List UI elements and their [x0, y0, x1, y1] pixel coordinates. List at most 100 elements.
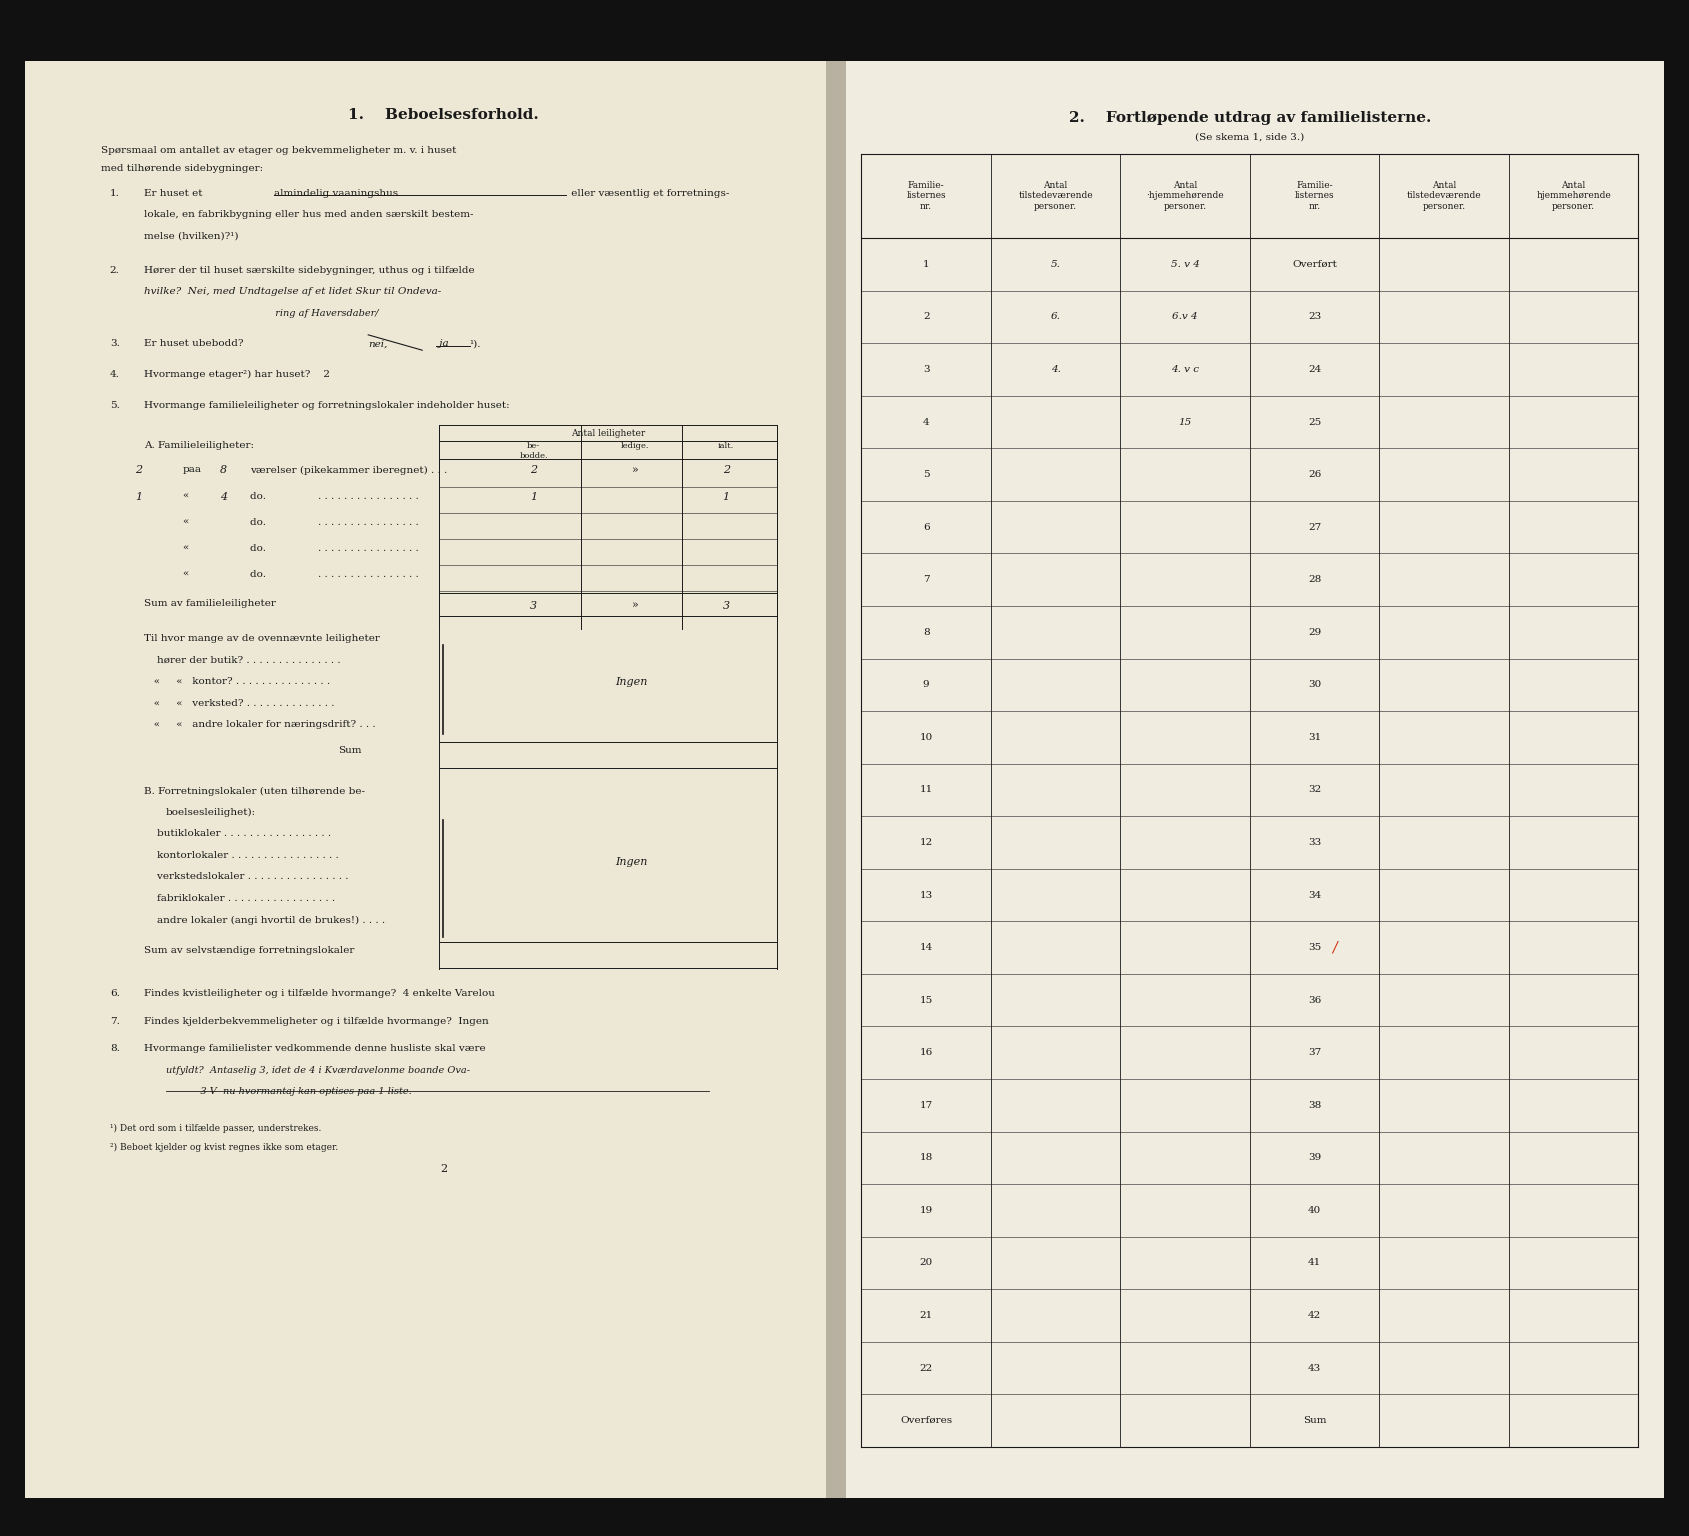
Text: 27: 27 [1307, 522, 1321, 531]
Text: Antal
·hjemmehørende
personer.: Antal ·hjemmehørende personer. [1147, 181, 1225, 210]
Text: kontorlokaler . . . . . . . . . . . . . . . . .: kontorlokaler . . . . . . . . . . . . . … [144, 851, 338, 860]
Text: Hvormange familieleiligheter og forretningslokaler indeholder huset:: Hvormange familieleiligheter og forretni… [144, 401, 508, 410]
Text: butiklokaler . . . . . . . . . . . . . . . . .: butiklokaler . . . . . . . . . . . . . .… [144, 829, 331, 839]
Text: Spørsmaal om antallet av etager og bekvemmeligheter m. v. i huset: Spørsmaal om antallet av etager og bekve… [101, 146, 456, 155]
Text: 2.    Fortløpende utdrag av familielisterne.: 2. Fortløpende utdrag av familielisterne… [1069, 111, 1431, 124]
Text: 2: 2 [723, 465, 730, 476]
Text: Antal leiligheter: Antal leiligheter [571, 429, 645, 438]
Text: 30: 30 [1307, 680, 1321, 690]
Text: ledige.: ledige. [622, 442, 649, 450]
Text: 37: 37 [1307, 1048, 1321, 1057]
Text: 18: 18 [919, 1154, 932, 1163]
Text: 6.: 6. [1051, 312, 1061, 321]
Text: 38: 38 [1307, 1101, 1321, 1111]
Text: 10: 10 [919, 733, 932, 742]
Text: 9: 9 [922, 680, 929, 690]
Text: 3.: 3. [110, 339, 120, 349]
Text: 39: 39 [1307, 1154, 1321, 1163]
Text: Er huset ubebodd?: Er huset ubebodd? [144, 339, 250, 349]
Text: 13: 13 [919, 891, 932, 900]
Text: lokale, en fabrikbygning eller hus med anden særskilt bestem-: lokale, en fabrikbygning eller hus med a… [144, 210, 473, 220]
Text: 3: 3 [530, 601, 537, 611]
Text: 29: 29 [1307, 628, 1321, 637]
Text: 2: 2 [530, 465, 537, 476]
Text: Antal
tilstedeværende
personer.: Antal tilstedeværende personer. [1018, 181, 1093, 210]
Text: værelser (pikekammer iberegnet) . . .: værelser (pikekammer iberegnet) . . . [250, 465, 448, 475]
Text: hvilke?  Nei, med Undtagelse af et lidet Skur til Ondeva-: hvilke? Nei, med Undtagelse af et lidet … [144, 287, 441, 296]
Text: »: » [632, 601, 638, 611]
Text: boelsesleilighet):: boelsesleilighet): [166, 808, 255, 817]
Text: 2: 2 [135, 465, 142, 476]
Text: 7.: 7. [110, 1017, 120, 1026]
Text: ialt.: ialt. [718, 442, 735, 450]
Text: 1.: 1. [110, 189, 120, 198]
Text: (Se skema 1, side 3.): (Se skema 1, side 3.) [1196, 132, 1304, 141]
Text: 5.: 5. [1051, 260, 1061, 269]
Text: 2.: 2. [110, 266, 120, 275]
Text: 5. v 4: 5. v 4 [1170, 260, 1199, 269]
Text: ring af Haversdaber/: ring af Haversdaber/ [144, 309, 378, 318]
Text: Antal
hjemmehørende
personer.: Antal hjemmehørende personer. [1537, 181, 1611, 210]
Text: 23: 23 [1307, 312, 1321, 321]
Text: utfyldt?  Antaselig 3, idet de 4 i Kværdavelonme boande Ova-: utfyldt? Antaselig 3, idet de 4 i Kværda… [166, 1066, 470, 1075]
Text: Findes kvistleiligheter og i tilfælde hvormange?  4 enkelte Varelou: Findes kvistleiligheter og i tilfælde hv… [144, 989, 495, 998]
Text: Sum: Sum [1302, 1416, 1326, 1425]
Text: 3: 3 [723, 601, 730, 611]
Text: 4.: 4. [1051, 366, 1061, 373]
Text: «     «   verksted? . . . . . . . . . . . . . .: « « verksted? . . . . . . . . . . . . . … [144, 699, 334, 708]
Text: 31: 31 [1307, 733, 1321, 742]
Text: 6: 6 [922, 522, 929, 531]
Text: 34: 34 [1307, 891, 1321, 900]
Text: ¹).: ¹). [470, 339, 481, 349]
Text: /: / [1331, 940, 1336, 954]
Text: paa: paa [182, 465, 201, 475]
Text: ²) Beboet kjelder og kvist regnes ikke som etager.: ²) Beboet kjelder og kvist regnes ikke s… [110, 1143, 338, 1152]
Text: andre lokaler (angi hvortil de brukes!) . . . .: andre lokaler (angi hvortil de brukes!) … [144, 915, 385, 925]
Text: med tilhørende sidebygninger:: med tilhørende sidebygninger: [101, 164, 263, 174]
Text: Sum: Sum [338, 746, 361, 756]
Text: 3: 3 [922, 366, 929, 373]
Text: 26: 26 [1307, 470, 1321, 479]
Text: 15: 15 [1179, 418, 1192, 427]
Text: 4.: 4. [110, 370, 120, 379]
Text: do.                . . . . . . . . . . . . . . . .: do. . . . . . . . . . . . . . . . . [250, 492, 419, 501]
Text: Familie-
listernes
nr.: Familie- listernes nr. [1295, 181, 1334, 210]
Text: do.                . . . . . . . . . . . . . . . .: do. . . . . . . . . . . . . . . . . [250, 570, 419, 579]
Text: Overføres: Overføres [900, 1416, 953, 1425]
Text: 11: 11 [919, 785, 932, 794]
Text: 35: 35 [1307, 943, 1321, 952]
Text: 22: 22 [919, 1364, 932, 1373]
Text: Er huset et: Er huset et [144, 189, 203, 198]
Text: ja: ja [436, 339, 448, 349]
Text: Overført: Overført [1292, 260, 1338, 269]
Text: Hører der til huset særskilte sidebygninger, uthus og i tilfælde: Hører der til huset særskilte sidebygnin… [144, 266, 475, 275]
Text: 6.: 6. [110, 989, 120, 998]
Bar [25, 61, 836, 1498]
Text: 3 V  nu hvormantaj kan optises paa 1 liste.: 3 V nu hvormantaj kan optises paa 1 list… [166, 1087, 412, 1097]
Text: 28: 28 [1307, 574, 1321, 584]
Text: eller væsentlig et forretnings-: eller væsentlig et forretnings- [568, 189, 730, 198]
Text: do.                . . . . . . . . . . . . . . . .: do. . . . . . . . . . . . . . . . . [250, 544, 419, 553]
Text: 24: 24 [1307, 366, 1321, 373]
Bar [836, 61, 1664, 1498]
Text: 4: 4 [220, 492, 226, 502]
Text: Findes kjelderbekvemmeligheter og i tilfælde hvormange?  Ingen: Findes kjelderbekvemmeligheter og i tilf… [144, 1017, 488, 1026]
Text: ¹) Det ord som i tilfælde passer, understrekes.: ¹) Det ord som i tilfælde passer, unders… [110, 1124, 321, 1134]
Text: 2: 2 [439, 1164, 448, 1175]
Text: Hvormange familielister vedkommende denne husliste skal være: Hvormange familielister vedkommende denn… [144, 1044, 485, 1054]
Text: Til hvor mange av de ovennævnte leiligheter: Til hvor mange av de ovennævnte leilighe… [144, 634, 380, 644]
Text: 8: 8 [220, 465, 226, 476]
Text: 43: 43 [1307, 1364, 1321, 1373]
Text: 1: 1 [723, 492, 730, 502]
Text: 7: 7 [922, 574, 929, 584]
Text: 42: 42 [1307, 1312, 1321, 1319]
Text: be-
bodde.: be- bodde. [520, 442, 547, 459]
Text: 6.v 4: 6.v 4 [1172, 312, 1198, 321]
Text: Ingen: Ingen [615, 857, 649, 868]
Text: Ingen: Ingen [615, 677, 649, 688]
Text: 4. v c: 4. v c [1170, 366, 1199, 373]
Text: melse (hvilken)?¹): melse (hvilken)?¹) [144, 232, 238, 241]
Text: B. Forretningslokaler (uten tilhørende be-: B. Forretningslokaler (uten tilhørende b… [144, 786, 365, 796]
Text: 15: 15 [919, 995, 932, 1005]
Text: do.                . . . . . . . . . . . . . . . .: do. . . . . . . . . . . . . . . . . [250, 518, 419, 527]
